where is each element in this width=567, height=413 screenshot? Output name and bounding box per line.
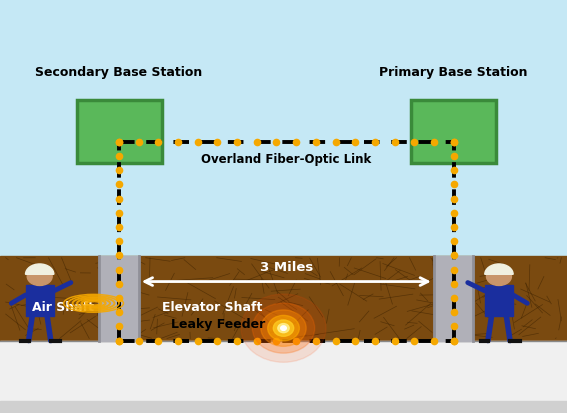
Ellipse shape	[241, 294, 326, 363]
Text: Secondary Base Station: Secondary Base Station	[36, 66, 202, 78]
Wedge shape	[26, 264, 54, 275]
Ellipse shape	[252, 303, 315, 354]
Bar	[0, 256, 567, 341]
Bar	[0, 401, 567, 413]
Ellipse shape	[261, 310, 306, 347]
Text: Primary Base Station: Primary Base Station	[379, 66, 528, 78]
Bar	[411, 101, 496, 163]
Ellipse shape	[273, 320, 294, 337]
Ellipse shape	[278, 324, 289, 333]
Bar	[99, 256, 139, 341]
Text: 3 Miles: 3 Miles	[260, 261, 313, 274]
Ellipse shape	[281, 326, 286, 330]
Wedge shape	[485, 264, 513, 275]
Circle shape	[27, 268, 52, 286]
Circle shape	[486, 268, 511, 286]
Bar	[434, 256, 473, 341]
Bar	[26, 285, 54, 316]
Text: Overland Fiber-Optic Link: Overland Fiber-Optic Link	[201, 153, 371, 166]
Bar	[485, 285, 513, 316]
Text: Air Shaft: Air Shaft	[32, 300, 94, 313]
Text: Elevator Shaft: Elevator Shaft	[162, 300, 262, 313]
Text: Leaky Feeder: Leaky Feeder	[171, 318, 265, 330]
Bar	[0, 341, 567, 413]
Ellipse shape	[268, 316, 299, 341]
Bar	[0, 0, 567, 256]
Bar	[77, 101, 162, 163]
